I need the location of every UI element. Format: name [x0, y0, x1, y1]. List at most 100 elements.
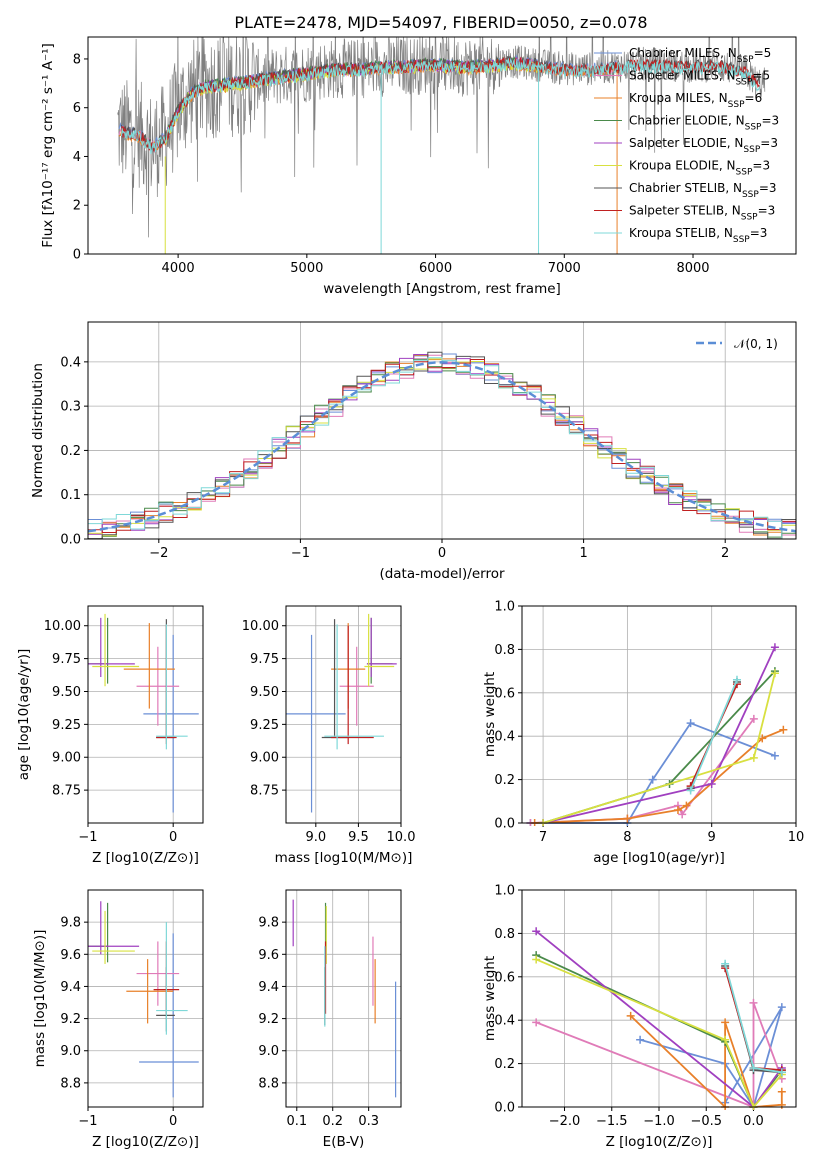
- y-tick-label: 9.6: [258, 948, 279, 963]
- errorbar-kroupa-elodie: [92, 613, 140, 687]
- y-tick-label: 0.1: [60, 488, 81, 503]
- x-tick-label: −2: [149, 546, 168, 561]
- gaussian-curve: [88, 361, 796, 533]
- y-tick-label: 0: [73, 248, 81, 263]
- y-tick-label: 9.8: [60, 916, 81, 931]
- legend-label-chabrier-elodie: Chabrier ELODIE, NSSP=3: [629, 114, 779, 133]
- errorbar-salpeter-miles: [136, 941, 180, 1006]
- y-tick-label: 0.6: [494, 970, 515, 985]
- weight-point-marker: [770, 669, 779, 678]
- y-tick-label: 9.50: [250, 685, 279, 700]
- y-tick-label: 9.25: [250, 718, 279, 733]
- age-vs-mass-panel: 9.0 9.5 10.0 8.75 9.00 9.25 9.50 9.75 10.00 mass …: [242, 605, 416, 866]
- errorbar-kroupa-miles: [123, 623, 175, 709]
- legend-label-kroupa-elodie: Kroupa ELODIE, NSSP=3: [629, 159, 770, 178]
- y-tick-label: 0.4: [494, 1014, 515, 1029]
- y-tick-label: 9.00: [52, 751, 81, 766]
- weight-point-marker: [532, 1018, 541, 1027]
- x-tick-label: 8000: [676, 261, 709, 276]
- y-tick-label: 10.00: [242, 619, 279, 634]
- x-tick-label: 10.0: [387, 830, 416, 845]
- y-tick-label: 0.4: [60, 355, 81, 370]
- y-tick-label: 1.0: [494, 884, 515, 899]
- y-axis-label: mass weight: [482, 672, 498, 757]
- weight-point-marker: [770, 643, 779, 652]
- y-tick-label: 9.0: [258, 1044, 279, 1059]
- errorbar-kroupa-stelib: [156, 922, 188, 1035]
- y-tick-label: 9.2: [60, 1012, 81, 1027]
- y-tick-label: 9.75: [250, 652, 279, 667]
- weight-point-marker: [758, 734, 767, 743]
- weight-series-chabrier-elodie: [539, 667, 779, 826]
- x-tick-label: 7: [539, 830, 547, 845]
- y-tick-label: 0.2: [60, 444, 81, 459]
- plot-frame: [87, 605, 204, 824]
- weight-point-marker: [686, 719, 695, 728]
- weight-series-kroupa-stelib: [721, 959, 786, 1077]
- age-vs-Z-panel: −1 0 8.75 9.00 9.25 9.50 9.75 10.00 Z [log10(Z/Z…: [16, 605, 204, 866]
- legend-label-salpeter-miles: Salpeter MILES, NSSP=5: [629, 69, 770, 88]
- weight-series-kroupa-miles: [530, 725, 788, 826]
- weight-point-marker: [721, 1035, 730, 1044]
- weight-point-marker: [732, 675, 741, 684]
- y-tick-label: 9.50: [52, 685, 81, 700]
- weight-vs-Z-panel: −2.0 −1.5 −1.0 −0.5 0.0 0.0 0.2 0.4 0.6 0.8 1.0 Z […: [482, 884, 797, 1150]
- weight-point-marker: [777, 1100, 786, 1109]
- x-tick-label: 8: [623, 830, 631, 845]
- errorbar-salpeter-elodie: [88, 617, 135, 678]
- errorbar-chabrier-miles: [286, 634, 346, 813]
- weight-series-kroupa-stelib: [686, 675, 741, 795]
- x-tick-label: 0.0: [743, 1114, 764, 1129]
- y-tick-label: 0.6: [494, 686, 515, 701]
- weight-point-marker: [777, 1003, 786, 1012]
- legend-label-salpeter-elodie: Salpeter ELODIE, NSSP=3: [629, 136, 778, 155]
- y-tick-label: 8.8: [60, 1076, 81, 1091]
- y-tick-label: 8.8: [258, 1076, 279, 1091]
- mass-vs-EBV-plot-area: [292, 899, 397, 1098]
- weight-point-marker: [721, 959, 730, 968]
- model-spectrum-kroupa-stelib: [121, 57, 760, 154]
- errorbar-chabrier-miles: [143, 634, 199, 813]
- weight-point-marker: [707, 779, 716, 788]
- y-axis-label: Flux [fλ10⁻¹⁷ erg cm⁻² s⁻¹ A⁻¹]: [40, 43, 56, 248]
- y-tick-label: 0.3: [60, 400, 81, 415]
- legend-label-kroupa-miles: Kroupa MILES, NSSP=6: [629, 91, 762, 110]
- errorbar-salpeter-stelib: [331, 625, 374, 745]
- errorbar-salpeter-miles: [136, 646, 180, 726]
- x-tick-label: −1.5: [596, 1114, 628, 1129]
- y-tick-label: 8.75: [250, 784, 279, 799]
- legend-label-chabrier-stelib: Chabrier STELIB, NSSP=3: [629, 181, 777, 200]
- weight-point-marker: [779, 725, 788, 734]
- weight-vs-age-panel: 7 8 9 10 0.0 0.2 0.4 0.6 0.8 1.0 age [log10(age/yr…: [482, 600, 804, 867]
- weight-vs-age-plot-area: [526, 643, 788, 826]
- x-axis-label: wavelength [Angstrom, rest frame]: [323, 281, 561, 297]
- weight-point-marker: [636, 1035, 645, 1044]
- weight-point-marker: [749, 714, 758, 723]
- y-tick-label: 9.00: [250, 751, 279, 766]
- y-tick-label: 8: [73, 52, 81, 67]
- plot-frame: [285, 889, 402, 1108]
- y-tick-label: 9.6: [60, 948, 81, 963]
- x-axis-label: Z [log10(Z/Z⊙)]: [606, 1134, 713, 1150]
- residuals-plot-area: [88, 351, 796, 539]
- y-axis-label: mass weight: [482, 956, 498, 1041]
- residuals-legend: 𝒩(0, 1): [696, 337, 778, 351]
- errorbar-kroupa-elodie: [92, 910, 135, 964]
- y-tick-label: 0.0: [60, 533, 81, 548]
- y-tick-label: 9.2: [258, 1012, 279, 1027]
- x-tick-label: 0.2: [322, 1114, 343, 1129]
- y-tick-label: 0.2: [494, 773, 515, 788]
- x-tick-label: 2: [721, 546, 729, 561]
- errorbar-chabrier-stelib: [156, 967, 175, 1032]
- weight-point-marker: [673, 805, 682, 814]
- weight-point-marker: [749, 753, 758, 762]
- errorbar-chabrier-stelib: [321, 619, 348, 739]
- legend-label-kroupa-stelib: Kroupa STELIB, NSSP=3: [629, 226, 767, 245]
- x-axis-label: mass [log10(M/M⊙)]: [275, 850, 413, 866]
- x-axis-label: age [log10(age/yr)]: [593, 850, 725, 866]
- x-axis-label: Z [log10(Z/Z⊙)]: [92, 850, 199, 866]
- x-tick-label: 10: [788, 830, 805, 845]
- weight-point-marker: [532, 927, 541, 936]
- y-tick-label: 2: [73, 199, 81, 214]
